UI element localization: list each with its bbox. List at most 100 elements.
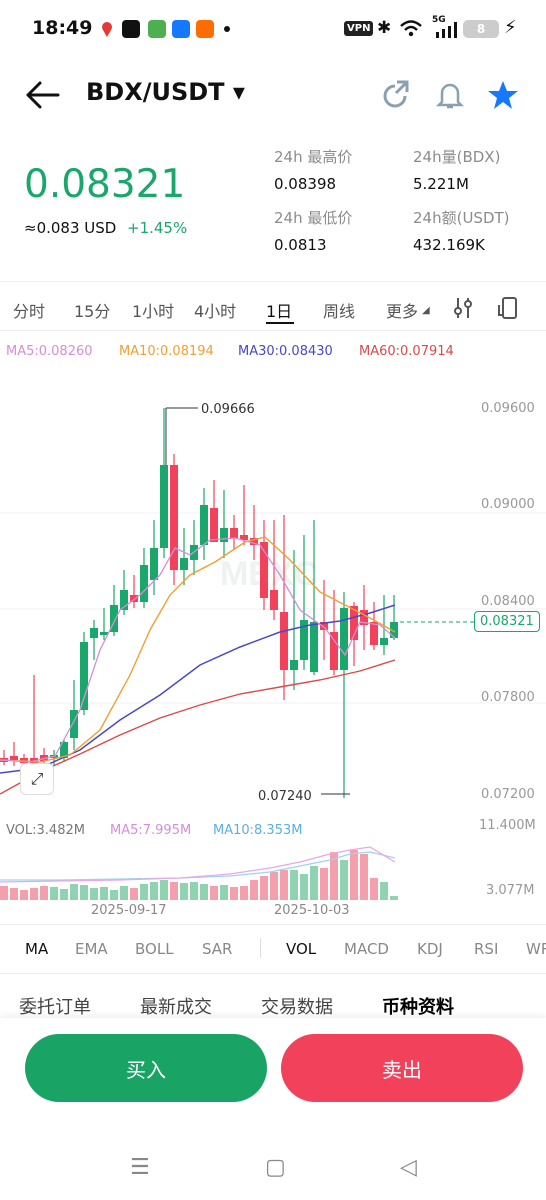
back-arrow-icon[interactable] [24,80,60,114]
volume-bar [200,884,208,900]
bell-icon[interactable] [435,80,465,114]
candlestick-chart[interactable]: MEXC 0.09666 0.07240 [0,370,546,810]
divider [0,973,546,974]
volume-bar [230,887,238,900]
volume-bar [160,880,168,900]
candle-body [140,565,148,602]
candle-body [260,542,268,598]
volume-bar [260,876,268,900]
indicator-vol[interactable]: VOL [286,940,317,958]
current-price-tag: 0.08321 [474,611,540,632]
wifi-icon [399,18,423,42]
home-nav-icon[interactable]: ▢ [265,1155,286,1180]
tab-open-orders[interactable]: 委托订单 [19,997,91,1018]
volume-bar [170,882,178,900]
candle-body [150,548,158,580]
volume-bar [290,870,298,900]
last-price: 0.08321 [24,162,186,207]
ma10-legend: MA10:0.08194 [119,344,214,359]
tab-latest-trades[interactable]: 最新成交 [140,997,212,1018]
volume-bar [330,852,338,900]
high-value: 0.08398 [274,175,337,193]
candle-body [210,508,218,542]
indicator-ma[interactable]: MA [25,940,49,958]
candle-body [200,505,208,545]
ma10-line [0,536,396,763]
indicator-ema[interactable]: EMA [75,940,108,958]
battery-icon: 8 [463,20,499,38]
low-marker: 0.07240 [258,789,312,804]
volume-bar [390,896,398,900]
sell-button[interactable]: 卖出 [281,1034,523,1102]
low-label: 24h 最低价 [274,209,353,227]
tf-active-underline [266,322,294,324]
volume-bar [300,874,308,900]
vol-axis-top: 11.400M [479,818,536,833]
volume-chart [0,846,398,900]
indicator-separator [260,938,261,958]
tab-coin-info[interactable]: 币种资料 [382,997,454,1018]
tf-1d[interactable]: 1日 [266,302,293,321]
volume-bar [190,882,198,900]
candle-body [230,528,238,538]
volume-bar [80,885,88,900]
download-icon [148,20,166,38]
alipay-icon [172,20,190,38]
tf-1h[interactable]: 1小时 [132,302,175,321]
volume-bar [280,870,288,900]
volume-label: 24h量(BDX) [413,148,501,166]
volume-bar [0,886,8,900]
volume-bar [320,868,328,900]
candle-body [130,595,138,602]
indicator-sar[interactable]: SAR [202,940,233,958]
signal-icon [434,22,458,42]
expand-chart-icon[interactable]: ⤢ [20,763,54,795]
volume-bar [60,889,68,900]
volume-value: 5.221M [413,175,469,193]
buy-button[interactable]: 买入 [25,1034,267,1102]
indicator-macd[interactable]: MACD [344,940,389,958]
candle-body [320,622,328,630]
tab-trade-data[interactable]: 交易数据 [261,997,333,1018]
ma5-legend: MA5:0.08260 [6,344,93,359]
volume-bar [350,850,358,900]
indicator-kdj[interactable]: KDJ [417,940,443,958]
tf-15m[interactable]: 15分 [74,302,111,321]
tf-week[interactable]: 周线 [323,302,356,321]
indicator-rsi[interactable]: RSI [474,940,499,958]
rotate-screen-icon[interactable] [497,295,521,325]
vol-ma10-legend: MA10:8.353M [213,823,303,838]
candle-body [310,622,318,672]
candle-body [340,608,348,670]
candle-body [60,742,68,758]
volume-bar [380,882,388,900]
candle-body [70,710,78,738]
candle-body [300,620,308,660]
favorite-star-icon[interactable] [487,79,519,115]
vol-ma5-line [0,846,396,883]
share-icon[interactable] [380,80,410,114]
indicator-wr[interactable]: WR [526,940,546,958]
price-axis-label: 0.07200 [481,787,535,802]
tf-timeline[interactable]: 分时 [13,302,46,321]
candle-body [220,528,228,542]
tf-more[interactable]: 更多 [386,302,419,321]
tf-4h[interactable]: 4小时 [194,302,237,321]
volume-bar [150,882,158,900]
volume-bar [120,886,128,900]
candle-body [110,605,118,632]
chevron-down-icon: ◢ [422,305,430,316]
back-nav-icon[interactable]: ◁ [400,1155,417,1180]
indicator-settings-icon[interactable] [452,296,474,324]
volume-bar [270,872,278,900]
menu-nav-icon[interactable]: ☰ [130,1155,150,1180]
chart-watermark: MEXC [220,555,318,593]
pair-selector[interactable]: BDX/USDT ▾ [86,78,245,106]
volume-bar [110,890,118,900]
amount-label: 24h额(USDT) [413,209,510,227]
indicator-boll[interactable]: BOLL [135,940,174,958]
status-bar: 18:49 VPN ✱ 5G 8 ⚡ [0,0,546,60]
volume-bar [370,878,378,900]
candle-body [370,622,378,645]
